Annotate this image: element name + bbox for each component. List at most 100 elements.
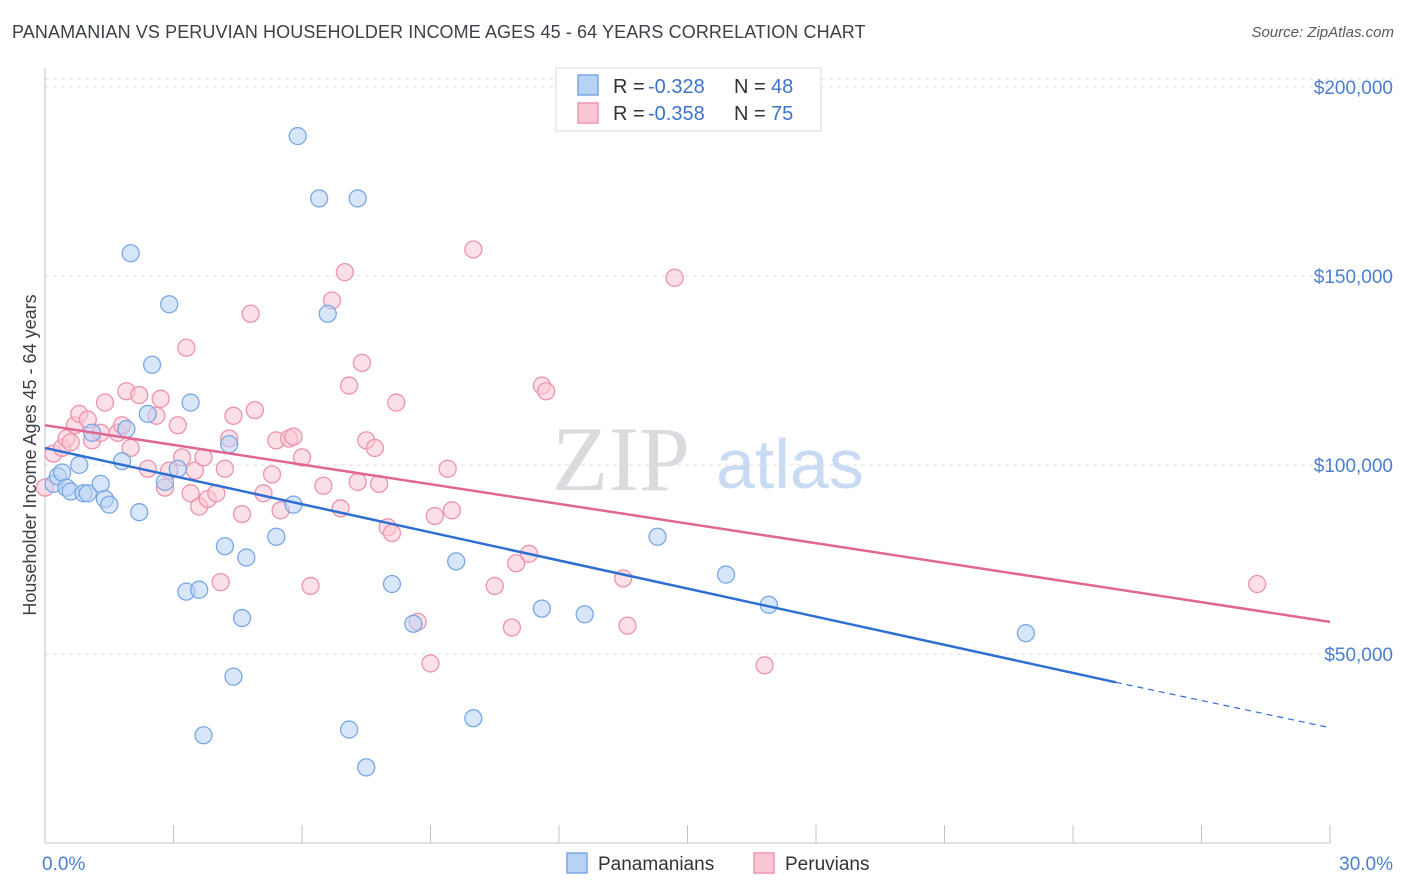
- panamanian-point: [267, 527, 286, 546]
- peruvian-point: [755, 656, 774, 675]
- x-tick-label-min: 0.0%: [42, 854, 85, 875]
- legend-r-value-1: -0.328: [648, 76, 705, 98]
- panamanian-point: [716, 565, 736, 584]
- bottom-swatch-peruvians: [753, 852, 775, 874]
- panamanian-trend-extension: [1115, 681, 1331, 729]
- y-tick-label: $100,000: [1314, 456, 1393, 477]
- panamanian-point: [190, 580, 209, 599]
- panamanian-point: [232, 608, 252, 628]
- peruvian-point: [262, 465, 282, 484]
- peruvian-point: [382, 523, 402, 543]
- peruvian-point: [485, 576, 504, 596]
- y-tick-label: $200,000: [1314, 78, 1393, 99]
- stats-legend: R = -0.328 N = 48 R = -0.358 N = 75: [555, 67, 822, 132]
- peruvian-point: [224, 406, 243, 425]
- panamanian-point: [648, 527, 667, 546]
- scatter-points: [35, 126, 1267, 777]
- peruvian-point: [211, 572, 230, 592]
- peruvian-point: [245, 400, 265, 420]
- peruvian-point: [464, 240, 483, 259]
- panamanian-point: [142, 355, 162, 374]
- panamanian-point: [224, 667, 243, 686]
- panamanian-point: [215, 537, 235, 556]
- peruvian-point: [348, 472, 367, 492]
- source-credit: Source: ZipAtlas.com: [1251, 24, 1394, 41]
- peruvian-point: [438, 459, 457, 478]
- panamanian-point: [404, 614, 423, 633]
- panamanian-point: [78, 484, 97, 503]
- bottom-swatch-panamanians: [566, 852, 588, 874]
- peruvian-point: [507, 554, 526, 573]
- panamanian-point: [237, 548, 256, 567]
- legend-r-label-1: R =: [613, 76, 645, 98]
- peruvian-point: [181, 484, 200, 503]
- panamanian-point: [348, 189, 367, 208]
- legend-n-label-2: N =: [734, 103, 766, 125]
- peruvian-point: [301, 576, 320, 596]
- legend-swatch-peruvians: [577, 102, 599, 124]
- panamanian-point: [288, 126, 307, 146]
- peruvian-point: [215, 459, 235, 478]
- panamanian-point: [447, 552, 466, 571]
- legend-r-label-2: R =: [613, 103, 645, 125]
- panamanian-point: [70, 455, 89, 475]
- panamanian-point: [100, 495, 119, 514]
- panamanian-point: [160, 295, 179, 314]
- peruvian-point: [151, 389, 170, 408]
- legend-n-value-2: 75: [771, 103, 793, 125]
- peruvian-point: [95, 393, 115, 412]
- peruvian-point: [425, 506, 444, 526]
- panamanian-point: [91, 474, 110, 494]
- peruvian-point: [537, 382, 556, 401]
- trend-lines: [44, 424, 1331, 729]
- y-tick-label: $150,000: [1314, 267, 1393, 288]
- peruvian-point: [365, 438, 384, 458]
- peruvian-point: [61, 433, 80, 452]
- legend-n-label-1: N =: [734, 76, 766, 98]
- peruvian-point: [352, 353, 372, 373]
- peruvian-point: [442, 501, 462, 520]
- bottom-legend-panamanians: Panamanians: [598, 854, 714, 875]
- peruvian-point: [387, 393, 406, 412]
- peruvian-point: [232, 504, 252, 524]
- watermark-atlas: atlas: [716, 425, 864, 503]
- peruvian-point: [292, 448, 312, 467]
- panamanian-point: [121, 244, 140, 263]
- peruvian-point: [130, 385, 149, 405]
- panamanian-point: [382, 574, 402, 594]
- panamanian-point: [194, 726, 213, 745]
- series-legend: Panamanians Peruvians: [566, 852, 870, 875]
- panamanian-point: [117, 419, 136, 439]
- panamanian-point: [1016, 624, 1036, 643]
- legend-r-value-2: -0.358: [648, 103, 705, 125]
- peruvian-point: [241, 304, 260, 323]
- peruvian-point: [665, 268, 684, 287]
- chart-title: PANAMANIAN VS PERUVIAN HOUSEHOLDER INCOM…: [12, 22, 866, 42]
- peruvian-point: [1248, 574, 1267, 594]
- peruvian-point: [177, 338, 196, 357]
- peruvian-point: [502, 618, 522, 637]
- panamanian-point: [339, 720, 359, 739]
- peruvian-point: [421, 654, 440, 673]
- watermark-zip: ZIP: [552, 408, 690, 510]
- panamanian-point: [52, 463, 72, 482]
- y-axis-title: Householder Income Ages 45 - 64 years: [20, 294, 40, 615]
- peruvian-point: [618, 616, 637, 635]
- panamanian-point: [575, 605, 594, 624]
- panamanian-point: [138, 404, 157, 424]
- peruvian-point: [284, 427, 303, 446]
- peruvian-point: [168, 416, 187, 435]
- panamanian-trend-line: [44, 446, 1117, 684]
- legend-n-value-1: 48: [771, 76, 793, 98]
- panamanian-point: [309, 189, 329, 208]
- peruvian-point: [339, 376, 359, 395]
- x-tick-label-max: 30.0%: [1339, 854, 1393, 875]
- panamanian-point: [318, 304, 337, 323]
- panamanian-point: [532, 599, 552, 618]
- peruvian-point: [335, 262, 354, 282]
- bottom-legend-peruvians: Peruvians: [785, 854, 870, 875]
- peruvian-trend-line: [44, 424, 1331, 624]
- panamanian-point: [357, 758, 376, 777]
- panamanian-point: [181, 393, 200, 412]
